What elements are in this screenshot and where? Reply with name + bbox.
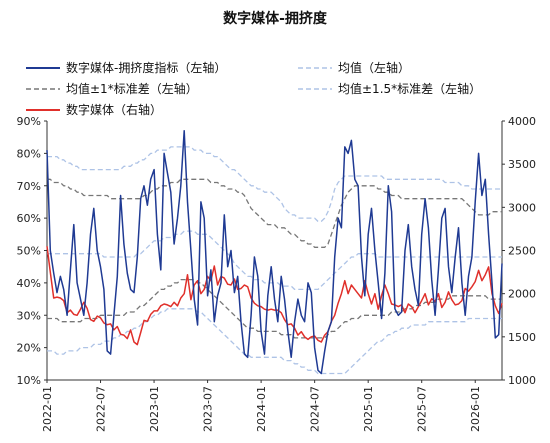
right-tick-label: 2500 [508,245,536,258]
series-line-6 [46,246,503,346]
x-tick-label: 2022-01 [41,386,54,432]
right-tick-label: 3000 [508,201,536,214]
right-tick-label: 3500 [508,158,536,171]
x-tick-label: 2023-01 [148,386,161,432]
series-line-4 [47,146,502,223]
legend-label-std15: 均值±1.5*标准差（左轴） [338,82,482,96]
legend-item-index: 数字媒体（右轴） [26,101,162,118]
left-tick-label: 40% [17,277,41,290]
legend-swatch-index [26,108,60,111]
legend-item-crowding: 数字媒体-拥挤度指标（左轴） [26,59,226,76]
left-tick-label: 10% [17,374,41,387]
series-line-3 [47,278,502,339]
legend-label-crowding: 数字媒体-拥挤度指标（左轴） [66,61,227,75]
left-tick-label: 50% [17,245,41,258]
series-line-5 [47,308,502,375]
legend-label-index: 数字媒体（右轴） [66,103,163,117]
right-tick-label: 1500 [508,331,536,344]
legend-swatch-std1 [26,87,60,90]
left-tick-label: 90% [17,115,41,128]
x-tick-label: 2023-07 [202,386,215,432]
x-tick-label: 2022-07 [95,386,108,432]
chart-title: 数字媒体-拥挤度 [223,11,327,27]
series-line-0 [46,129,503,375]
legend-swatch-std15 [298,87,332,90]
right-tick-label: 1000 [508,374,536,387]
legend-swatch-crowding [26,66,60,69]
legend-item-std1: 均值±1*标准差（左轴） [26,80,198,97]
series-line-1 [47,230,502,291]
legend-label-std1: 均值±1*标准差（左轴） [66,82,198,96]
left-tick-label: 20% [17,342,41,355]
legend-item-mean: 均值（左轴） [298,59,410,76]
x-tick-label: 2026-01 [469,386,482,432]
x-tick-label: 2025-01 [362,386,375,432]
x-tick-label: 2024-07 [309,386,322,432]
x-tick-label: 2024-01 [255,386,268,432]
x-tick-label: 2025-07 [416,386,429,432]
left-tick-label: 80% [17,147,41,160]
left-tick-label: 30% [17,309,41,322]
legend-item-std15: 均值±1.5*标准差（左轴） [298,80,481,97]
legend-label-mean: 均值（左轴） [338,61,411,75]
left-tick-label: 70% [17,180,41,193]
right-tick-label: 2000 [508,288,536,301]
left-tick-label: 60% [17,212,41,225]
legend-swatch-mean [298,66,332,69]
series-line-2 [47,178,502,248]
right-tick-label: 4000 [508,115,536,128]
